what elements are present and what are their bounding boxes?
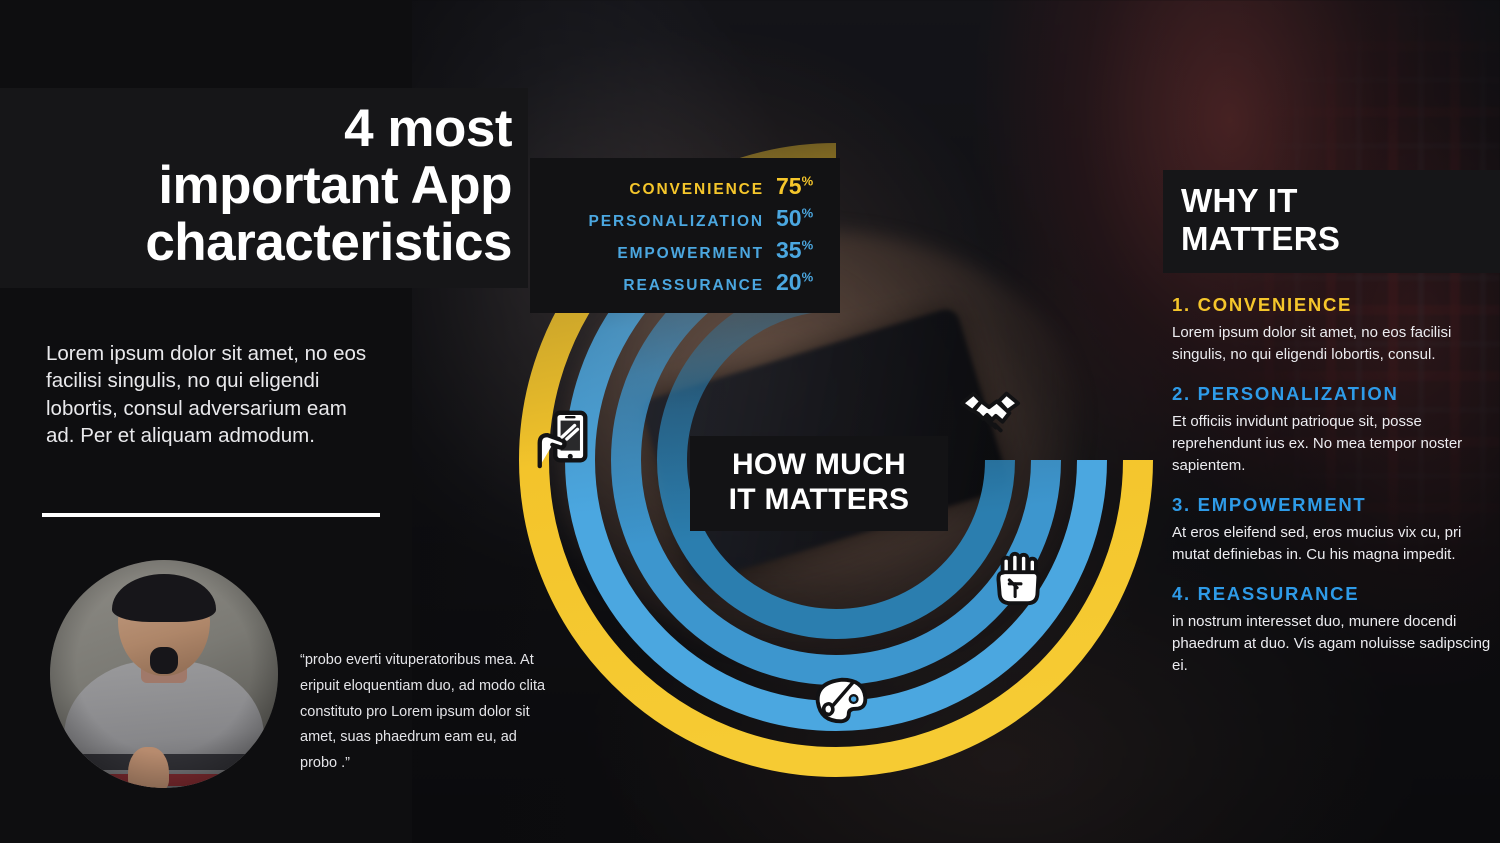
legend-label-personalization: PERSONALIZATION bbox=[588, 213, 764, 230]
why-it-matters-heading: WHY IT MATTERS bbox=[1163, 170, 1500, 274]
reasons-list: 1. CONVENIENCE Lorem ipsum dolor sit ame… bbox=[1172, 294, 1492, 694]
legend-row: EMPOWERMENT 35% bbox=[542, 237, 834, 264]
reason-item-convenience: 1. CONVENIENCE Lorem ipsum dolor sit ame… bbox=[1172, 294, 1492, 366]
reason-item-empowerment: 3. EMPOWERMENT At eros eleifend sed, ero… bbox=[1172, 494, 1492, 566]
legend-label-empowerment: EMPOWERMENT bbox=[617, 245, 764, 262]
legend-value-reassurance: 20% bbox=[776, 269, 814, 295]
reason-title-reassurance: 4. REASSURANCE bbox=[1172, 583, 1360, 605]
avatar-beard bbox=[150, 646, 178, 674]
chart-center-label: HOW MUCH IT MATTERS bbox=[690, 436, 948, 531]
title-line-3: characteristics bbox=[145, 213, 512, 273]
legend-label-reassurance: REASSURANCE bbox=[623, 277, 764, 294]
center-label-line1: HOW MUCH bbox=[731, 448, 907, 481]
center-label-line2: IT MATTERS bbox=[728, 482, 910, 516]
reason-body-personalization: Et officiis invidunt patrioque sit, poss… bbox=[1172, 413, 1463, 475]
section-divider bbox=[42, 513, 380, 517]
handshake-icon bbox=[959, 382, 1021, 444]
arc-reassurance bbox=[657, 281, 1015, 639]
intro-paragraph: Lorem ipsum dolor sit amet, no eos facil… bbox=[46, 342, 367, 448]
reason-body-convenience: Lorem ipsum dolor sit amet, no eos facil… bbox=[1172, 324, 1452, 364]
legend-row: CONVENIENCE 75% bbox=[542, 173, 834, 200]
legend-value-personalization: 50% bbox=[776, 205, 814, 231]
avatar-vignette bbox=[50, 560, 278, 788]
hand-holding-phone-icon bbox=[532, 408, 594, 470]
artist-palette-icon bbox=[811, 670, 873, 732]
testimonial-quote: “probo everti vituperatoribus mea. At er… bbox=[300, 652, 546, 772]
avatar-hand bbox=[127, 746, 169, 788]
legend-value-convenience: 75% bbox=[776, 173, 814, 199]
raised-fist-icon bbox=[988, 548, 1050, 610]
title-line-1: 4 most bbox=[344, 99, 512, 158]
reason-title-convenience: 1. CONVENIENCE bbox=[1172, 294, 1353, 315]
avatar bbox=[50, 560, 278, 788]
legend-value-empowerment: 35% bbox=[776, 237, 814, 263]
reason-title-empowerment: 3. EMPOWERMENT bbox=[1172, 494, 1367, 516]
reason-title-personalization: 2. PERSONALIZATION bbox=[1172, 383, 1399, 405]
reason-item-personalization: 2. PERSONALIZATION Et officiis invidunt … bbox=[1172, 383, 1492, 477]
reason-body-empowerment: At eros eleifend sed, eros mucius vix cu… bbox=[1172, 524, 1462, 564]
title-line-2: important App bbox=[158, 156, 512, 216]
page-title: 4 most important App characteristics bbox=[0, 88, 528, 288]
legend-label-convenience: CONVENIENCE bbox=[629, 181, 764, 198]
legend-row: PERSONALIZATION 50% bbox=[542, 205, 834, 232]
why-heading-line2: MATTERS bbox=[1181, 219, 1341, 257]
chart-legend: CONVENIENCE 75% PERSONALIZATION 50% EMPO… bbox=[530, 158, 840, 313]
reason-body-reassurance: in nostrum interesset duo, munere docend… bbox=[1172, 613, 1491, 675]
legend-row: REASSURANCE 20% bbox=[542, 269, 834, 296]
reason-item-reassurance: 4. REASSURANCE in nostrum interesset duo… bbox=[1172, 583, 1492, 677]
why-heading-line1: WHY IT bbox=[1181, 182, 1298, 219]
